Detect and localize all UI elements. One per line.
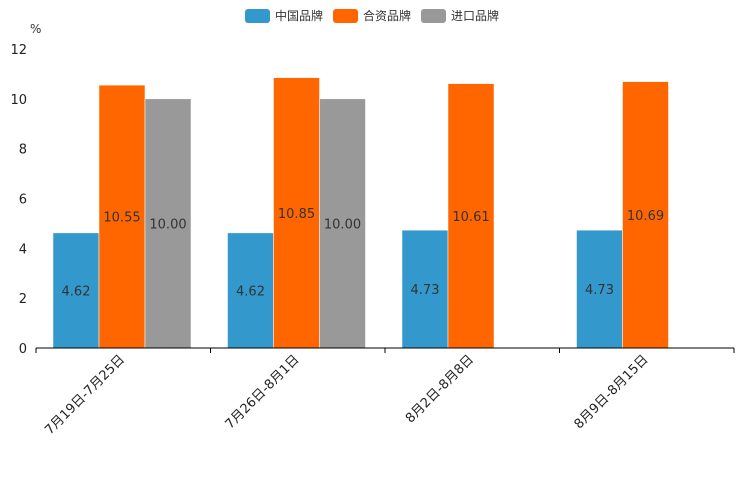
legend: 中国品牌 合资品牌 进口品牌 (0, 7, 744, 24)
bar (622, 81, 669, 349)
bar-value-label: 4.62 (62, 284, 91, 299)
legend-swatch-joint-venture (332, 8, 358, 23)
x-tick-label: 7月19日-7月25日 (42, 352, 128, 438)
bar (319, 98, 366, 349)
bar-value-label: 10.00 (324, 217, 361, 232)
legend-item-imported[interactable]: 进口品牌 (421, 7, 499, 24)
y-tick-label: 10 (10, 93, 27, 108)
bar-value-label: 10.61 (452, 210, 489, 225)
y-tick-label: 2 (19, 292, 27, 307)
x-tick-label: 8月2日-8月8日 (403, 352, 477, 426)
bar (401, 229, 449, 349)
y-tick-label: 0 (19, 342, 27, 357)
bar-value-label: 10.55 (103, 211, 140, 226)
bar (447, 83, 495, 349)
x-tick-label: 8月9日-8月15日 (572, 352, 652, 432)
bar (52, 232, 100, 349)
bar (227, 232, 274, 349)
bar (273, 77, 320, 349)
legend-item-china[interactable]: 中国品牌 (244, 7, 323, 24)
legend-label-imported: 进口品牌 (451, 9, 500, 23)
x-tick-label: 7月26日-8月1日 (223, 352, 303, 432)
legend-label-joint-venture: 合资品牌 (362, 9, 411, 23)
bar-value-label: 10.69 (627, 209, 664, 224)
y-tick-label: 6 (19, 193, 27, 208)
legend-item-joint-venture[interactable]: 合资品牌 (332, 7, 411, 24)
legend-swatch-china (244, 8, 270, 23)
y-tick-label: 12 (10, 43, 27, 58)
bar (576, 229, 623, 349)
y-tick-label: 8 (19, 143, 27, 158)
bar-value-label: 10.85 (278, 207, 315, 222)
bar-value-label: 10.00 (149, 217, 186, 232)
bar-value-label: 4.73 (411, 283, 440, 298)
bar-value-label: 4.62 (236, 284, 265, 299)
bar-value-label: 4.73 (585, 283, 614, 298)
bar (98, 84, 146, 349)
legend-swatch-imported (421, 8, 446, 23)
y-tick-label: 4 (19, 242, 27, 257)
y-axis-unit-label: % (30, 22, 42, 36)
legend-label-china: 中国品牌 (274, 9, 323, 23)
